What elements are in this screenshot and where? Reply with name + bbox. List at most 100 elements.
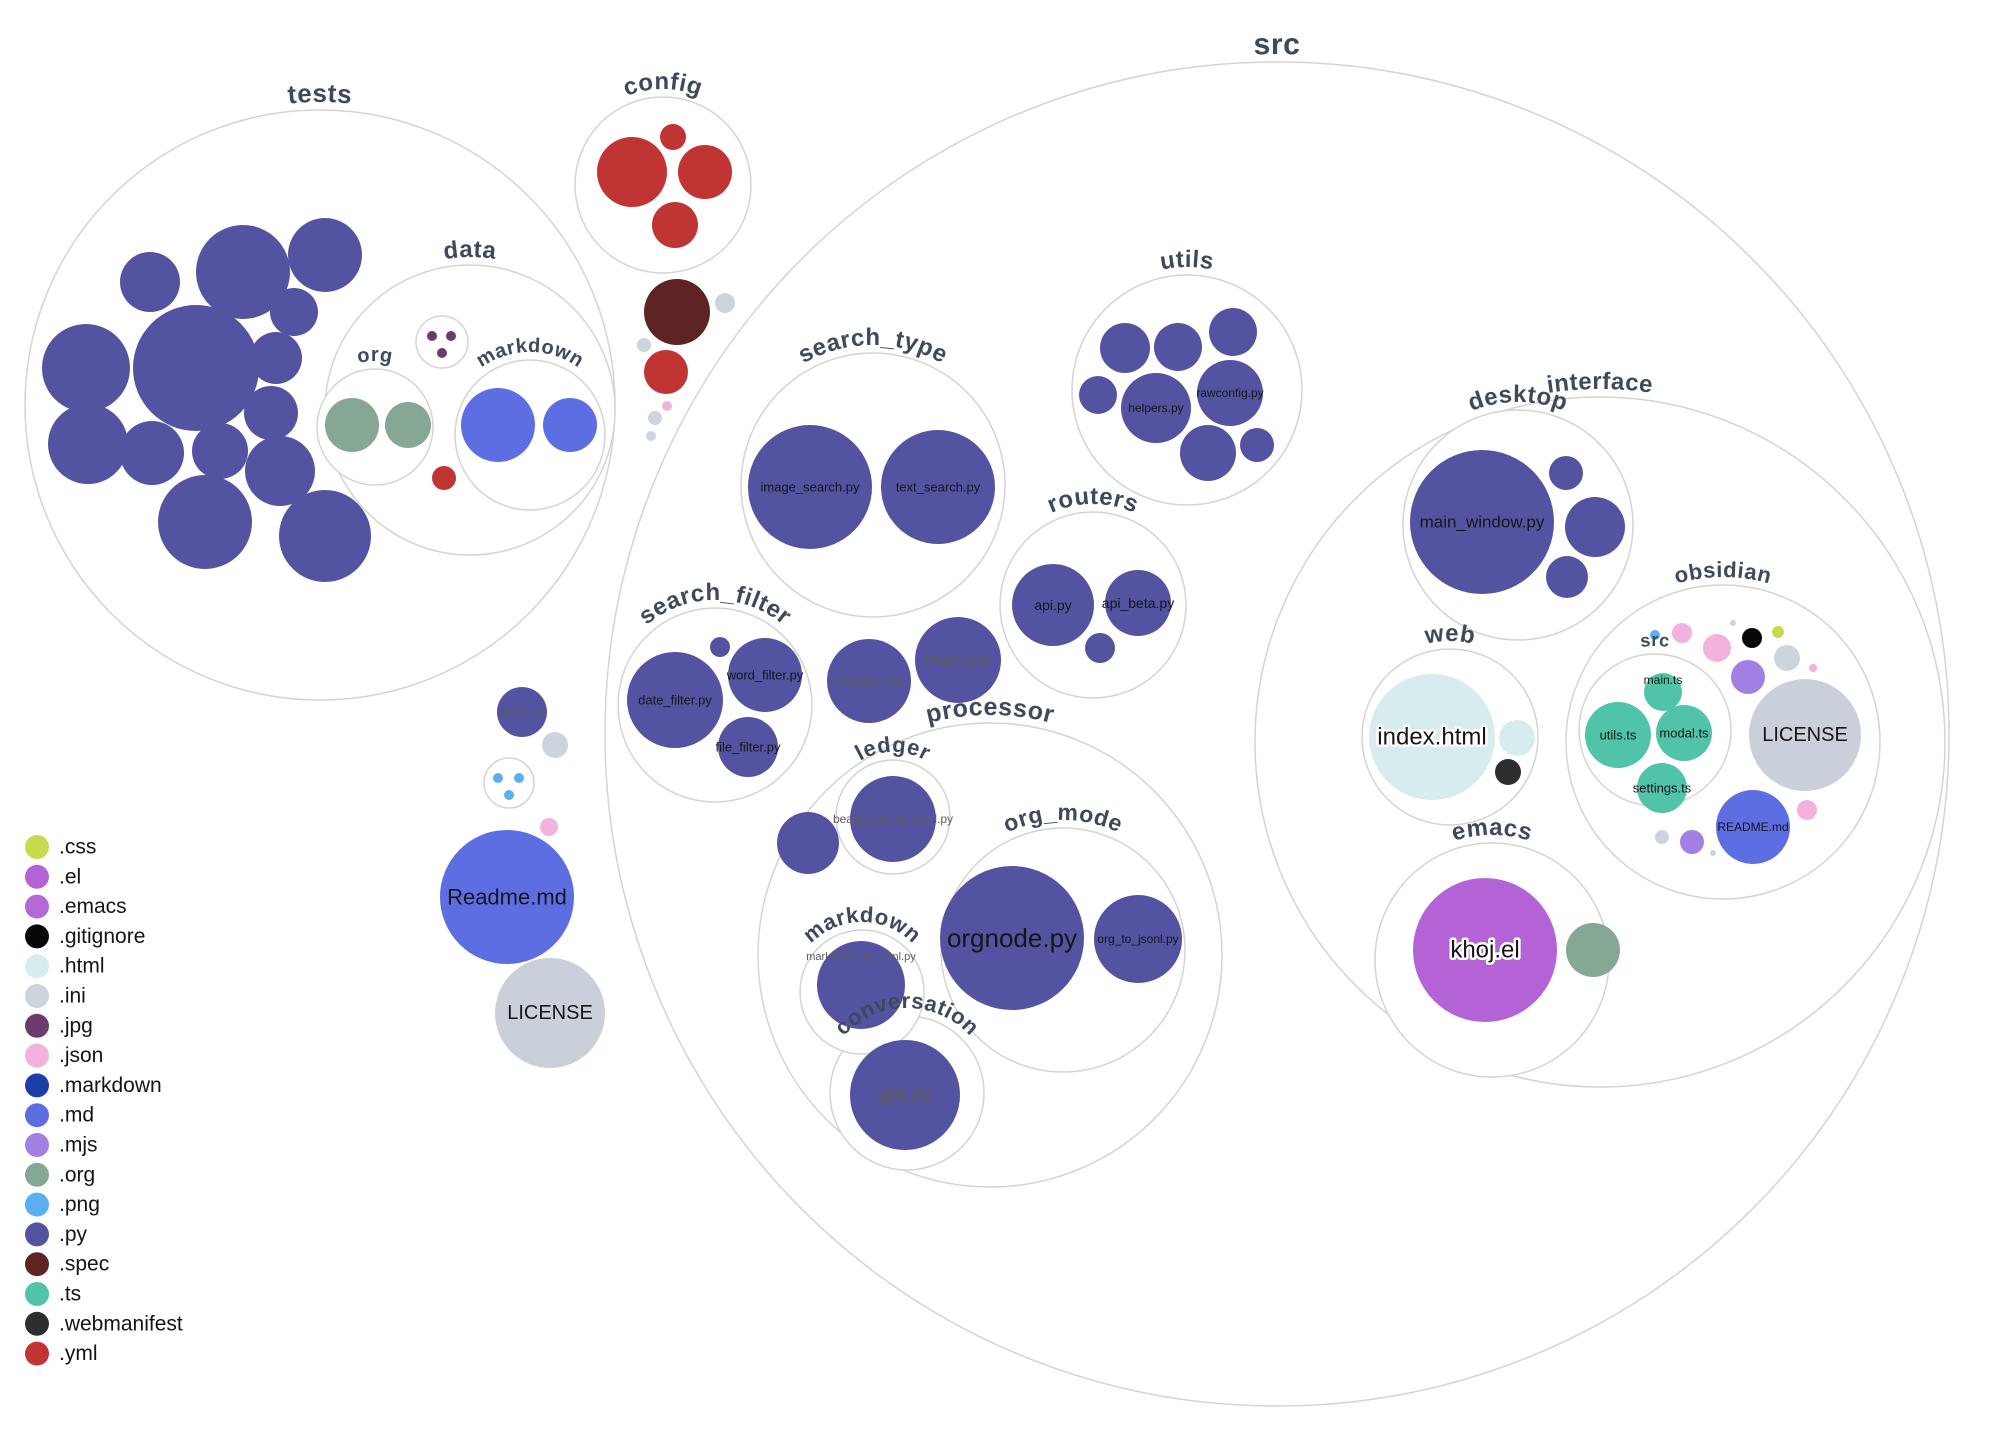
file-circle-org-18 bbox=[385, 402, 431, 448]
file-circle-helpers.py bbox=[1121, 373, 1191, 443]
file-label-rawconfig.py: rawconfig.py bbox=[1196, 386, 1263, 400]
file-circle-ini-81 bbox=[1774, 645, 1800, 671]
file-circle-py-60 bbox=[777, 812, 839, 874]
file-label-index.html: index.html bbox=[1377, 724, 1486, 751]
file-circle-spec-26 bbox=[644, 279, 710, 345]
folder-label-utils: utils bbox=[1158, 246, 1216, 275]
file-label-LICENSE: LICENSE bbox=[507, 1002, 593, 1024]
folder-label-data: data bbox=[442, 236, 498, 265]
file-label-README.md: README.md bbox=[1717, 820, 1788, 834]
file-label-helpers.py: helpers.py bbox=[1128, 401, 1183, 415]
file-circle-beancount_to_jsonl.py bbox=[850, 776, 936, 862]
file-circle-py-6 bbox=[250, 332, 302, 384]
file-circle-json-77 bbox=[1703, 634, 1731, 662]
file-circle-configure.py bbox=[827, 639, 911, 723]
legend-swatch-webmanifest bbox=[25, 1311, 49, 1336]
file-circle-json-30 bbox=[662, 401, 672, 411]
file-circle-utils.ts bbox=[1585, 702, 1651, 768]
file-label-word_filter.py: word_filter.py bbox=[726, 668, 804, 683]
file-circle-README.md bbox=[1716, 790, 1790, 864]
file-circle-py-49 bbox=[1209, 308, 1257, 356]
legend-label-jpg: .jpg bbox=[59, 1014, 93, 1037]
legend-swatch-spec bbox=[25, 1252, 49, 1277]
file-circle-ini-31 bbox=[648, 411, 662, 425]
file-circle-LICENSE bbox=[1749, 679, 1861, 791]
file-label-date_filter.py: date_filter.py bbox=[638, 693, 712, 708]
legend-label-md: .md bbox=[59, 1104, 94, 1127]
file-circle-index.html bbox=[1369, 674, 1495, 800]
file-label-main.py: main.py bbox=[925, 650, 992, 671]
legend-swatch-emacs bbox=[25, 894, 49, 919]
legend-swatch-ts bbox=[25, 1282, 49, 1306]
legend-swatch-jpg bbox=[25, 1013, 49, 1038]
file-circle-org_to_jsonl.py bbox=[1094, 895, 1182, 983]
file-circle-md-20 bbox=[543, 398, 597, 452]
file-circle-html-71 bbox=[1499, 720, 1535, 756]
extension-legend: .css .el .emacs .gitignore .html .ini .jpg .jso… bbox=[25, 835, 183, 1366]
file-circle-api.py bbox=[1012, 564, 1094, 646]
file-circle-jpg-14 bbox=[427, 331, 437, 341]
file-circle-ini-89 bbox=[1710, 850, 1716, 856]
file-circle-date_filter.py bbox=[627, 652, 723, 748]
file-circle-py-2 bbox=[120, 252, 180, 312]
legend-label-mjs: .mjs bbox=[59, 1134, 98, 1157]
file-circle-yml-25 bbox=[652, 202, 698, 248]
file-circle-md-19 bbox=[461, 388, 535, 462]
file-circle-yml-21 bbox=[432, 466, 456, 490]
file-circle-ini-27 bbox=[715, 293, 735, 313]
legend-swatch-mjs bbox=[25, 1133, 49, 1157]
file-circle-yml-22 bbox=[597, 137, 667, 207]
legend-swatch-el bbox=[25, 864, 49, 889]
file-circle-py-13 bbox=[279, 490, 371, 582]
file-label-khoj.el: khoj.el bbox=[1450, 937, 1519, 964]
file-label-LICENSE: LICENSE bbox=[1762, 724, 1848, 746]
legend-swatch-yml bbox=[25, 1341, 49, 1366]
legend-label-emacs: .emacs bbox=[59, 895, 127, 918]
legend-label-ini: .ini bbox=[59, 985, 86, 1008]
file-label-configure.py: configure.py bbox=[834, 674, 905, 689]
file-circle-json-82 bbox=[1809, 664, 1817, 672]
legend-swatch-md bbox=[25, 1103, 49, 1128]
file-circle-webmanifest-72 bbox=[1495, 759, 1521, 785]
file-circle-py-50 bbox=[1079, 376, 1117, 414]
legend-swatch-png bbox=[25, 1192, 49, 1217]
file-circle-org-74 bbox=[1566, 923, 1620, 977]
folder-circle-jpg-cluster bbox=[415, 315, 469, 369]
legend-label-png: .png bbox=[59, 1193, 100, 1216]
file-circle-py-69 bbox=[1546, 556, 1588, 598]
legend-label-py: .py bbox=[59, 1223, 88, 1246]
file-label-org_to_jsonl.py: org_to_jsonl.py bbox=[1097, 932, 1178, 946]
file-label-main.ts: main.ts bbox=[1644, 673, 1683, 687]
file-label-gpt.py: gpt.py bbox=[878, 1084, 932, 1106]
file-label-orgnode.py: orgnode.py bbox=[947, 923, 1077, 953]
legend-label-gitignore: .gitignore bbox=[59, 925, 145, 948]
legend-label-json: .json bbox=[59, 1044, 103, 1067]
file-label-setup.py: setup.py bbox=[499, 705, 544, 719]
file-circle-Readme.md bbox=[440, 830, 574, 964]
file-circle-py-11 bbox=[245, 436, 315, 506]
file-circle-json-76 bbox=[1672, 623, 1692, 643]
file-circle-py-51 bbox=[1180, 425, 1236, 481]
file-circle-png-37 bbox=[504, 790, 514, 800]
legend-swatch-css bbox=[25, 835, 49, 859]
file-circle-yml-23 bbox=[660, 124, 686, 150]
file-circle-py-3 bbox=[42, 324, 130, 412]
legend-label-spec: .spec bbox=[59, 1253, 109, 1276]
file-circle-py-0 bbox=[196, 225, 290, 319]
legend-swatch-html bbox=[25, 954, 49, 979]
file-circle-yml-24 bbox=[678, 145, 732, 199]
file-circle-json-38 bbox=[540, 818, 558, 836]
file-label-Readme.md: Readme.md bbox=[447, 885, 567, 910]
file-circle-word_filter.py bbox=[728, 638, 802, 712]
folder-label-src: src bbox=[1253, 28, 1301, 61]
legend-label-markdown: .markdown bbox=[59, 1074, 162, 1097]
file-label-beancount_to_jsonl.py: beancount_to_jsonl.py bbox=[833, 812, 953, 826]
file-label-image_search.py: image_search.py bbox=[761, 480, 860, 495]
file-circle-ini-28 bbox=[637, 338, 651, 352]
file-circle-text_search.py bbox=[881, 430, 995, 544]
file-circle-py-12 bbox=[158, 475, 252, 569]
file-label-markdown_to_jsonl.py: markdown_to_jsonl.py bbox=[806, 951, 916, 963]
folder-circle-png-cluster bbox=[483, 757, 535, 809]
